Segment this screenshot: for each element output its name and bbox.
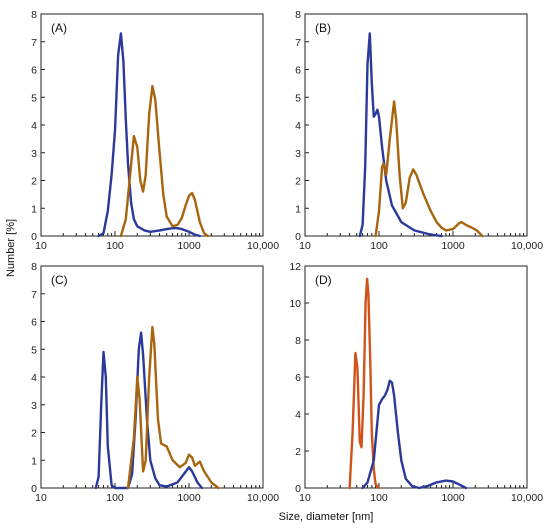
y-tick-label: 2 [295,176,301,188]
y-tick-label: 5 [31,344,37,356]
y-tick-label: 3 [31,400,37,412]
y-tick-label: 0 [31,231,37,243]
x-axis-title: Size, diameter [nm] [279,511,374,523]
panel-a: 10 100 1000 10,000 0 1 2 3 4 5 6 7 8 (A) [31,9,279,252]
y-tick-label: 12 [289,261,301,273]
y-tick-label: 0 [295,483,301,495]
series-line [358,32,443,238]
plot-frame [40,265,264,489]
series-line [126,325,220,490]
panel-label: (C) [51,273,68,287]
plot-frame [304,265,528,489]
x-tick-label: 100 [106,240,124,252]
plot-frame [40,13,264,237]
panel-label: (B) [315,21,331,35]
y-tick-label: 4 [295,409,301,421]
y-tick-label: 0 [295,231,301,243]
x-tick-label: 100 [370,492,388,504]
y-tick-label: 7 [295,37,301,49]
y-tick-label: 4 [31,120,37,132]
x-tick-label: 1000 [177,492,201,504]
x-tick-label: 10 [299,240,311,252]
y-tick-label: 10 [289,298,301,310]
y-tick-label: 8 [31,9,37,21]
y-tick-label: 5 [295,92,301,104]
y-tick-label: 6 [295,65,301,77]
y-tick-label: 2 [31,428,37,440]
x-tick-label: 10,000 [511,492,543,504]
y-tick-label: 8 [295,9,301,21]
y-tick-label: 7 [31,37,37,49]
panel-label: (A) [51,21,67,35]
panel-b: 10 100 1000 10,000 0 1 2 3 4 5 6 7 8 (B) [295,9,543,252]
x-tick-label: 10 [35,492,47,504]
series-line [374,100,484,238]
y-tick-label: 2 [31,176,37,188]
x-tick-label: 1000 [441,240,465,252]
y-tick-label: 6 [31,65,37,77]
series-line [97,32,202,238]
y-tick-label: 0 [31,483,37,495]
y-tick-label: 6 [295,372,301,384]
series-line [94,331,204,490]
x-tick-label: 10,000 [247,240,279,252]
y-tick-label: 6 [31,317,37,329]
y-tick-label: 1 [295,203,301,215]
x-tick-label: 100 [106,492,124,504]
x-tick-label: 10 [35,240,47,252]
x-tick-label: 10,000 [511,240,543,252]
y-tick-label: 7 [31,289,37,301]
panel-d: 10 100 1000 10,000 0 2 4 6 8 10 12 (D) [289,261,543,504]
plot-frame [304,13,528,237]
y-tick-label: 3 [295,148,301,160]
panel-c: 10 100 1000 10,000 0 1 2 3 4 5 6 7 8 (C) [31,261,279,504]
panel-label: (D) [315,273,332,287]
y-tick-label: 1 [31,455,37,467]
y-tick-label: 5 [31,92,37,104]
y-tick-label: 2 [295,446,301,458]
series-line [361,379,468,490]
y-tick-label: 3 [31,148,37,160]
y-tick-label: 8 [31,261,37,273]
y-axis-title: Number [%] [5,219,17,277]
x-tick-label: 1000 [441,492,465,504]
series-line [119,84,210,238]
x-tick-label: 100 [370,240,388,252]
y-tick-label: 4 [31,372,37,384]
y-tick-label: 1 [31,203,37,215]
x-tick-label: 10 [299,492,311,504]
x-tick-label: 10,000 [247,492,279,504]
y-tick-label: 4 [295,120,301,132]
y-tick-label: 8 [295,335,301,347]
x-tick-label: 1000 [177,240,201,252]
